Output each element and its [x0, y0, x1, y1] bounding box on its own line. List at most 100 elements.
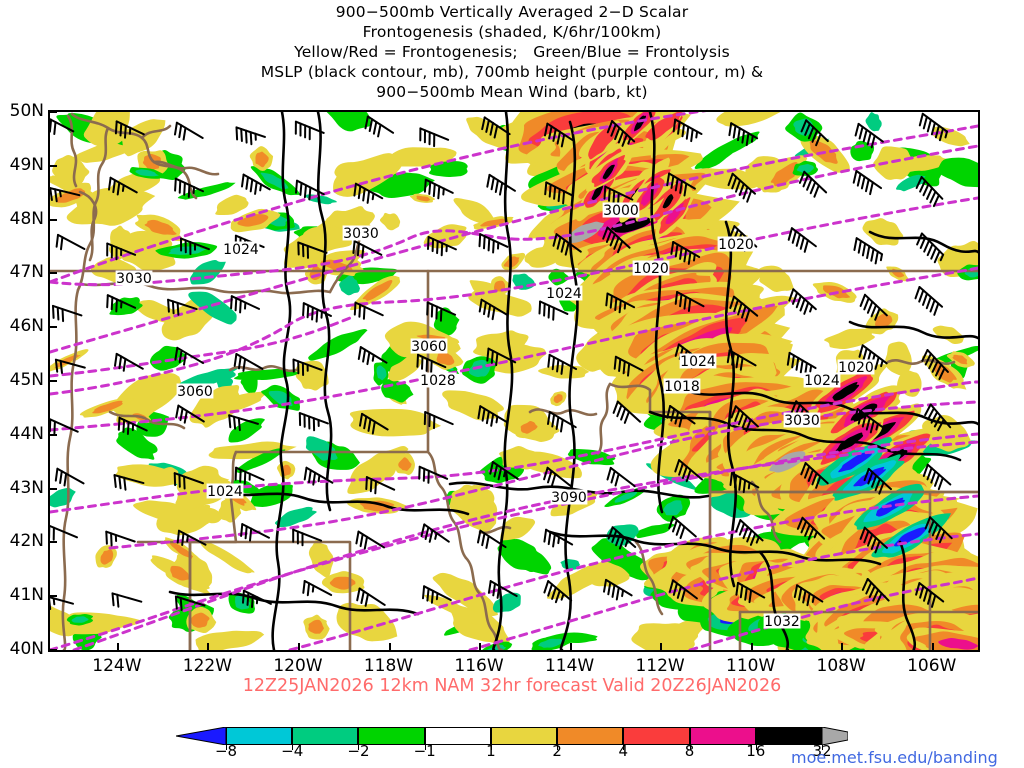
contour-label-bg	[176, 383, 214, 399]
x-tickmark	[116, 643, 119, 651]
colorbar-segment	[623, 727, 690, 745]
colorbar-label-−2: −2	[347, 742, 370, 760]
colorbar-tickmark	[424, 745, 426, 750]
frontogenesis-blob	[308, 328, 368, 361]
frontogenesis-blob	[190, 612, 210, 628]
wind-barb	[918, 112, 949, 142]
coastline	[152, 160, 220, 176]
height-contour-line	[50, 266, 978, 432]
state-border	[188, 450, 238, 650]
wind-barb	[547, 353, 578, 375]
wind-barb	[418, 465, 449, 484]
x-tickmark	[388, 643, 391, 651]
wind-barb	[106, 242, 137, 261]
frontogenesis-blob	[133, 299, 187, 324]
colorbar-segment	[358, 727, 425, 745]
title-line-2: Frontogenesis (shaded, K/6hr/100km)	[362, 23, 662, 41]
height-contour-line	[50, 196, 978, 396]
wind-barb	[921, 349, 949, 381]
contour-label-bg	[717, 236, 755, 252]
wind-barb	[914, 286, 944, 316]
wind-barb	[861, 578, 890, 606]
colorbar-tickmark	[490, 745, 492, 750]
wind-barb	[735, 581, 766, 604]
height-contour-line	[72, 440, 978, 650]
colorbar-over-arrow	[822, 727, 848, 745]
contour-label-bg	[115, 270, 153, 286]
wind-barb	[426, 301, 457, 322]
wind-barb	[800, 119, 829, 147]
frontogenesis-blob	[195, 630, 265, 650]
frontogenesis-blob	[824, 328, 875, 349]
frontogenesis-blob	[932, 325, 964, 345]
wind-barb	[487, 580, 518, 599]
wind-barb	[114, 352, 144, 372]
contour-label: 1024	[223, 242, 259, 258]
frontogenesis-blob	[663, 500, 683, 516]
colorbar-label-32: 32	[812, 742, 832, 760]
river	[750, 480, 782, 544]
frontogenesis-blob	[838, 452, 873, 473]
wind-barb	[543, 528, 574, 548]
colorbar-tickmark	[755, 745, 757, 750]
frontogenesis-blob	[92, 400, 123, 414]
wind-barb	[174, 177, 205, 198]
frontogenesis-blob	[546, 563, 611, 600]
frontogenesis-blob	[50, 487, 76, 508]
frontogenesis-blob	[660, 617, 710, 650]
colorbar-tickmark	[226, 745, 227, 750]
frontogenesis-blob	[52, 155, 90, 188]
frontogenesis-blob	[305, 436, 338, 461]
wind-barb	[607, 526, 637, 550]
colorbar-tickmark	[358, 745, 360, 750]
frontogenesis-blob	[398, 457, 412, 471]
wind-barb	[242, 589, 272, 609]
contour-label-bg	[410, 338, 448, 354]
contour-label: 1018	[664, 379, 700, 395]
y-tickmark	[49, 649, 57, 651]
colorbar-segment	[490, 727, 558, 745]
frontogenesis-blob	[170, 565, 190, 581]
frontogenesis-blob	[308, 619, 324, 634]
frontogenesis-blob	[233, 368, 300, 380]
wind-barb	[854, 122, 884, 149]
wind-barb	[552, 233, 582, 256]
wind-barb	[800, 462, 829, 489]
wind-barb	[915, 176, 944, 208]
wind-barb	[787, 227, 817, 253]
wind-barb	[788, 288, 817, 315]
x-tickmark	[841, 643, 844, 651]
wind-barb	[105, 530, 136, 547]
wind-barb	[922, 463, 952, 491]
contour-label: 1020	[838, 360, 874, 376]
frontogenesis-blob	[423, 224, 467, 249]
wind-barb	[295, 179, 325, 201]
frontogenesis-blob	[758, 265, 794, 292]
wind-barb	[730, 405, 759, 432]
y-tick-44N: 44N	[9, 423, 44, 444]
wind-barb	[117, 416, 148, 435]
wind-barb	[50, 187, 81, 203]
wind-barb	[727, 172, 757, 203]
colorbar-tickmark	[822, 745, 823, 750]
frontogenesis-blob	[466, 116, 512, 149]
frontogenesis-blob	[362, 279, 393, 301]
colorbar-tickmark	[623, 745, 625, 750]
frontogenesis-blob	[188, 291, 237, 325]
height-contour-line	[50, 432, 978, 650]
x-tick-110W: 110W	[726, 656, 776, 676]
frontogenesis-blob	[614, 491, 638, 503]
y-tickmark	[49, 380, 57, 382]
wind-barb	[796, 516, 826, 541]
wind-barb	[302, 302, 332, 323]
contour-label: 1020	[633, 261, 669, 277]
contour-label-bg	[783, 412, 821, 428]
frontogenesis-blob	[453, 197, 495, 227]
wind-barb	[174, 595, 206, 611]
frontogenesis-blob	[770, 161, 799, 187]
frontogenesis-blob	[796, 164, 814, 173]
x-tick-116W: 116W	[454, 656, 504, 676]
frontogenesis-blob	[156, 501, 214, 536]
mslp-contour-line	[218, 490, 470, 516]
